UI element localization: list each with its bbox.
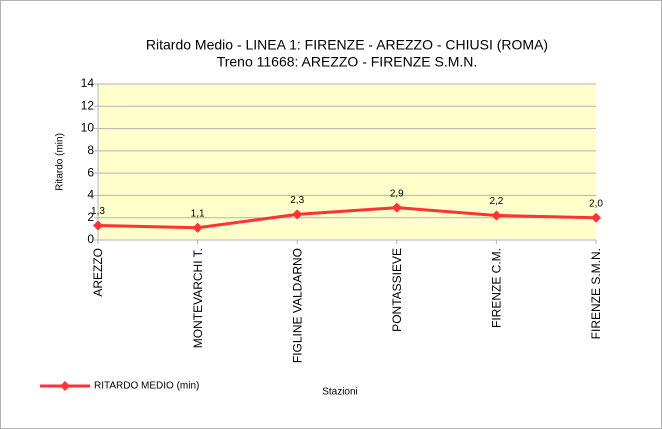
- y-tick-label: 14: [81, 76, 95, 90]
- x-tick-label: MONTEVARCHI T.: [191, 248, 205, 348]
- y-tick-label: 8: [87, 143, 94, 157]
- y-tick-label: 10: [81, 121, 95, 135]
- point: [292, 209, 303, 220]
- chart-title: Ritardo Medio - LINEA 1: FIRENZE - AREZZ…: [146, 37, 548, 53]
- y-tick-label: 12: [81, 98, 95, 112]
- data-label: 2,0: [589, 198, 603, 209]
- x-tick-label: FIRENZE S.M.N.: [589, 248, 603, 339]
- x-tick-label: FIRENZE C.M.: [490, 248, 504, 328]
- legend-marker: [60, 381, 70, 391]
- y-tick-label: 2: [87, 210, 94, 224]
- legend-label: RITARDO MEDIO (min): [94, 381, 199, 392]
- x-axis-label: Stazioni: [322, 387, 358, 398]
- chart-subtitle: Treno 11668: AREZZO - FIRENZE S.M.N.: [217, 54, 478, 70]
- data-label: 1,3: [91, 206, 105, 217]
- plot-area: [98, 84, 596, 240]
- y-axis-label: Ritardo (min): [55, 133, 66, 191]
- point: [591, 212, 601, 223]
- y-tick-label: 6: [87, 165, 94, 179]
- y-tick-label: 0: [87, 232, 94, 246]
- point: [93, 220, 103, 231]
- data-label: 2,9: [390, 188, 404, 199]
- x-tick-label: AREZZO: [91, 248, 105, 297]
- point: [192, 222, 203, 233]
- point: [491, 210, 502, 221]
- series-line: [97, 206, 597, 230]
- data-label: 2,2: [489, 196, 503, 207]
- y-tick-label: 4: [87, 188, 94, 202]
- x-tick-label: FIGLINE VALDARNO: [290, 248, 304, 363]
- point: [391, 202, 402, 213]
- data-label: 1,1: [191, 208, 205, 219]
- x-tick-label: PONTASSIEVE: [390, 248, 404, 332]
- data-label: 2,3: [290, 195, 304, 206]
